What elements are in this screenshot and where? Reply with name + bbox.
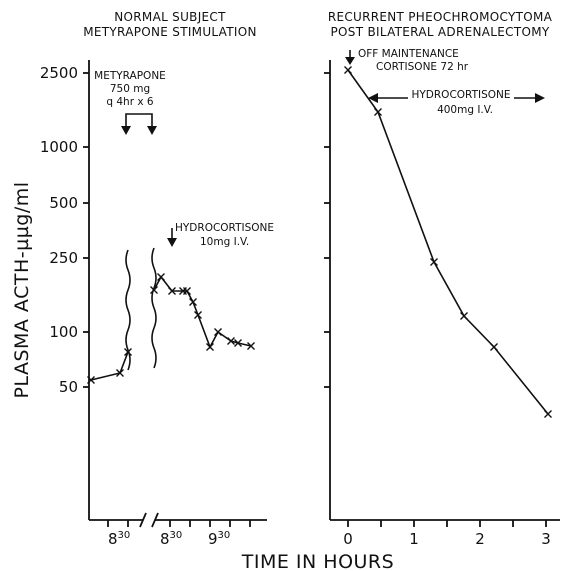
- metyrapone-annotation: METYRAPONE 750 mg q 4hr x 6: [94, 70, 166, 135]
- left-pre-point-1: [116, 369, 124, 377]
- hydrocortisone-right-annotation: HYDROCORTISONE 400mg I.V.: [368, 87, 545, 116]
- arrow-right-icon: [535, 93, 545, 103]
- left-post-point-7: [206, 343, 214, 351]
- left-post-point-2: [168, 287, 176, 295]
- y-axis-label: PLASMA ACTH-µµg/ml: [11, 181, 33, 398]
- y-tick-2500: 2500: [40, 64, 78, 82]
- hydrocortisone-right-dose: 400mg I.V.: [437, 104, 493, 116]
- left-post-point-9: [227, 337, 235, 345]
- cortisone-label: CORTISONE 72 hr: [376, 61, 469, 73]
- left-post-point-11: [247, 342, 255, 350]
- right-series-line: [347, 69, 549, 415]
- off-maintenance-label: OFF MAINTENANCE: [358, 48, 459, 60]
- hydrocortisone-right-label: HYDROCORTISONE: [411, 89, 510, 101]
- hydrocortisone-left-annotation: HYDROCORTISONE 10mg I.V.: [167, 222, 274, 248]
- data-break-wave-2: [151, 247, 157, 369]
- off-maintenance-annotation: OFF MAINTENANCE CORTISONE 72 hr: [345, 48, 469, 73]
- arrow-down-icon: [121, 126, 131, 135]
- left-x-tick-1: 830: [108, 530, 130, 548]
- left-title-line1: NORMAL SUBJECT: [114, 10, 226, 24]
- left-post-point-4: [183, 287, 191, 295]
- y-tick-labels: 2500 1000 500 250 100 50: [40, 64, 78, 396]
- metyrapone-dose: 750 mg: [110, 83, 150, 95]
- y-tick-1000: 1000: [40, 138, 78, 156]
- left-axes: [83, 60, 267, 528]
- x-axis-label: TIME IN HOURS: [241, 551, 394, 571]
- left-x-tick-3: 930: [208, 530, 230, 548]
- right-x-tick-2: 2: [475, 530, 485, 548]
- left-post-point-6: [194, 311, 202, 319]
- arrow-down-icon: [147, 126, 157, 135]
- right-axes: [324, 60, 560, 527]
- right-title-line1: RECURRENT PHEOCHROMOCYTOMA: [328, 10, 553, 24]
- left-markers: [87, 273, 255, 384]
- right-point-4: [490, 343, 498, 351]
- metyrapone-schedule: q 4hr x 6: [106, 96, 154, 108]
- y-tick-250: 250: [49, 249, 78, 267]
- right-x-tick-1: 1: [409, 530, 419, 548]
- right-x-tick-3: 3: [541, 530, 551, 548]
- left-post-point-8: [214, 328, 222, 336]
- right-point-2: [430, 258, 438, 266]
- metyrapone-label: METYRAPONE: [94, 70, 166, 82]
- right-point-1: [374, 108, 382, 116]
- y-tick-500: 500: [49, 194, 78, 212]
- right-point-0: [344, 66, 352, 74]
- arrow-left-icon: [368, 93, 378, 103]
- left-title-line2: METYRAPONE STIMULATION: [83, 25, 256, 39]
- left-post-point-1: [157, 273, 165, 281]
- hydrocortisone-left-label: HYDROCORTISONE: [175, 222, 274, 234]
- axis-break-mark-2: [151, 512, 159, 528]
- left-post-point-10: [234, 339, 242, 347]
- hydrocortisone-left-dose: 10mg I.V.: [200, 236, 249, 248]
- metyrapone-bracket: [125, 113, 153, 132]
- left-x-tick-2: 830: [160, 530, 182, 548]
- right-series: [347, 69, 549, 415]
- data-break-wave-1: [125, 249, 131, 371]
- right-markers: [344, 66, 552, 418]
- left-post-point-5: [189, 298, 197, 306]
- axis-break-mark-1: [139, 512, 147, 528]
- arrow-down-icon: [167, 238, 177, 247]
- y-tick-50: 50: [59, 378, 78, 396]
- arrow-down-icon: [345, 57, 355, 65]
- right-x-tick-0: 0: [343, 530, 353, 548]
- right-point-5: [544, 410, 552, 418]
- right-title-line2: POST BILATERAL ADRENALECTOMY: [331, 25, 550, 39]
- left-pre-point-0: [87, 376, 95, 384]
- y-tick-100: 100: [49, 323, 78, 341]
- right-x-tick-labels: 0 1 2 3: [343, 530, 551, 548]
- left-x-tick-labels: 830 830 930: [108, 530, 230, 548]
- right-point-3: [460, 312, 468, 320]
- left-pre-point-2: [124, 348, 132, 356]
- left-post-point-0: [150, 286, 158, 294]
